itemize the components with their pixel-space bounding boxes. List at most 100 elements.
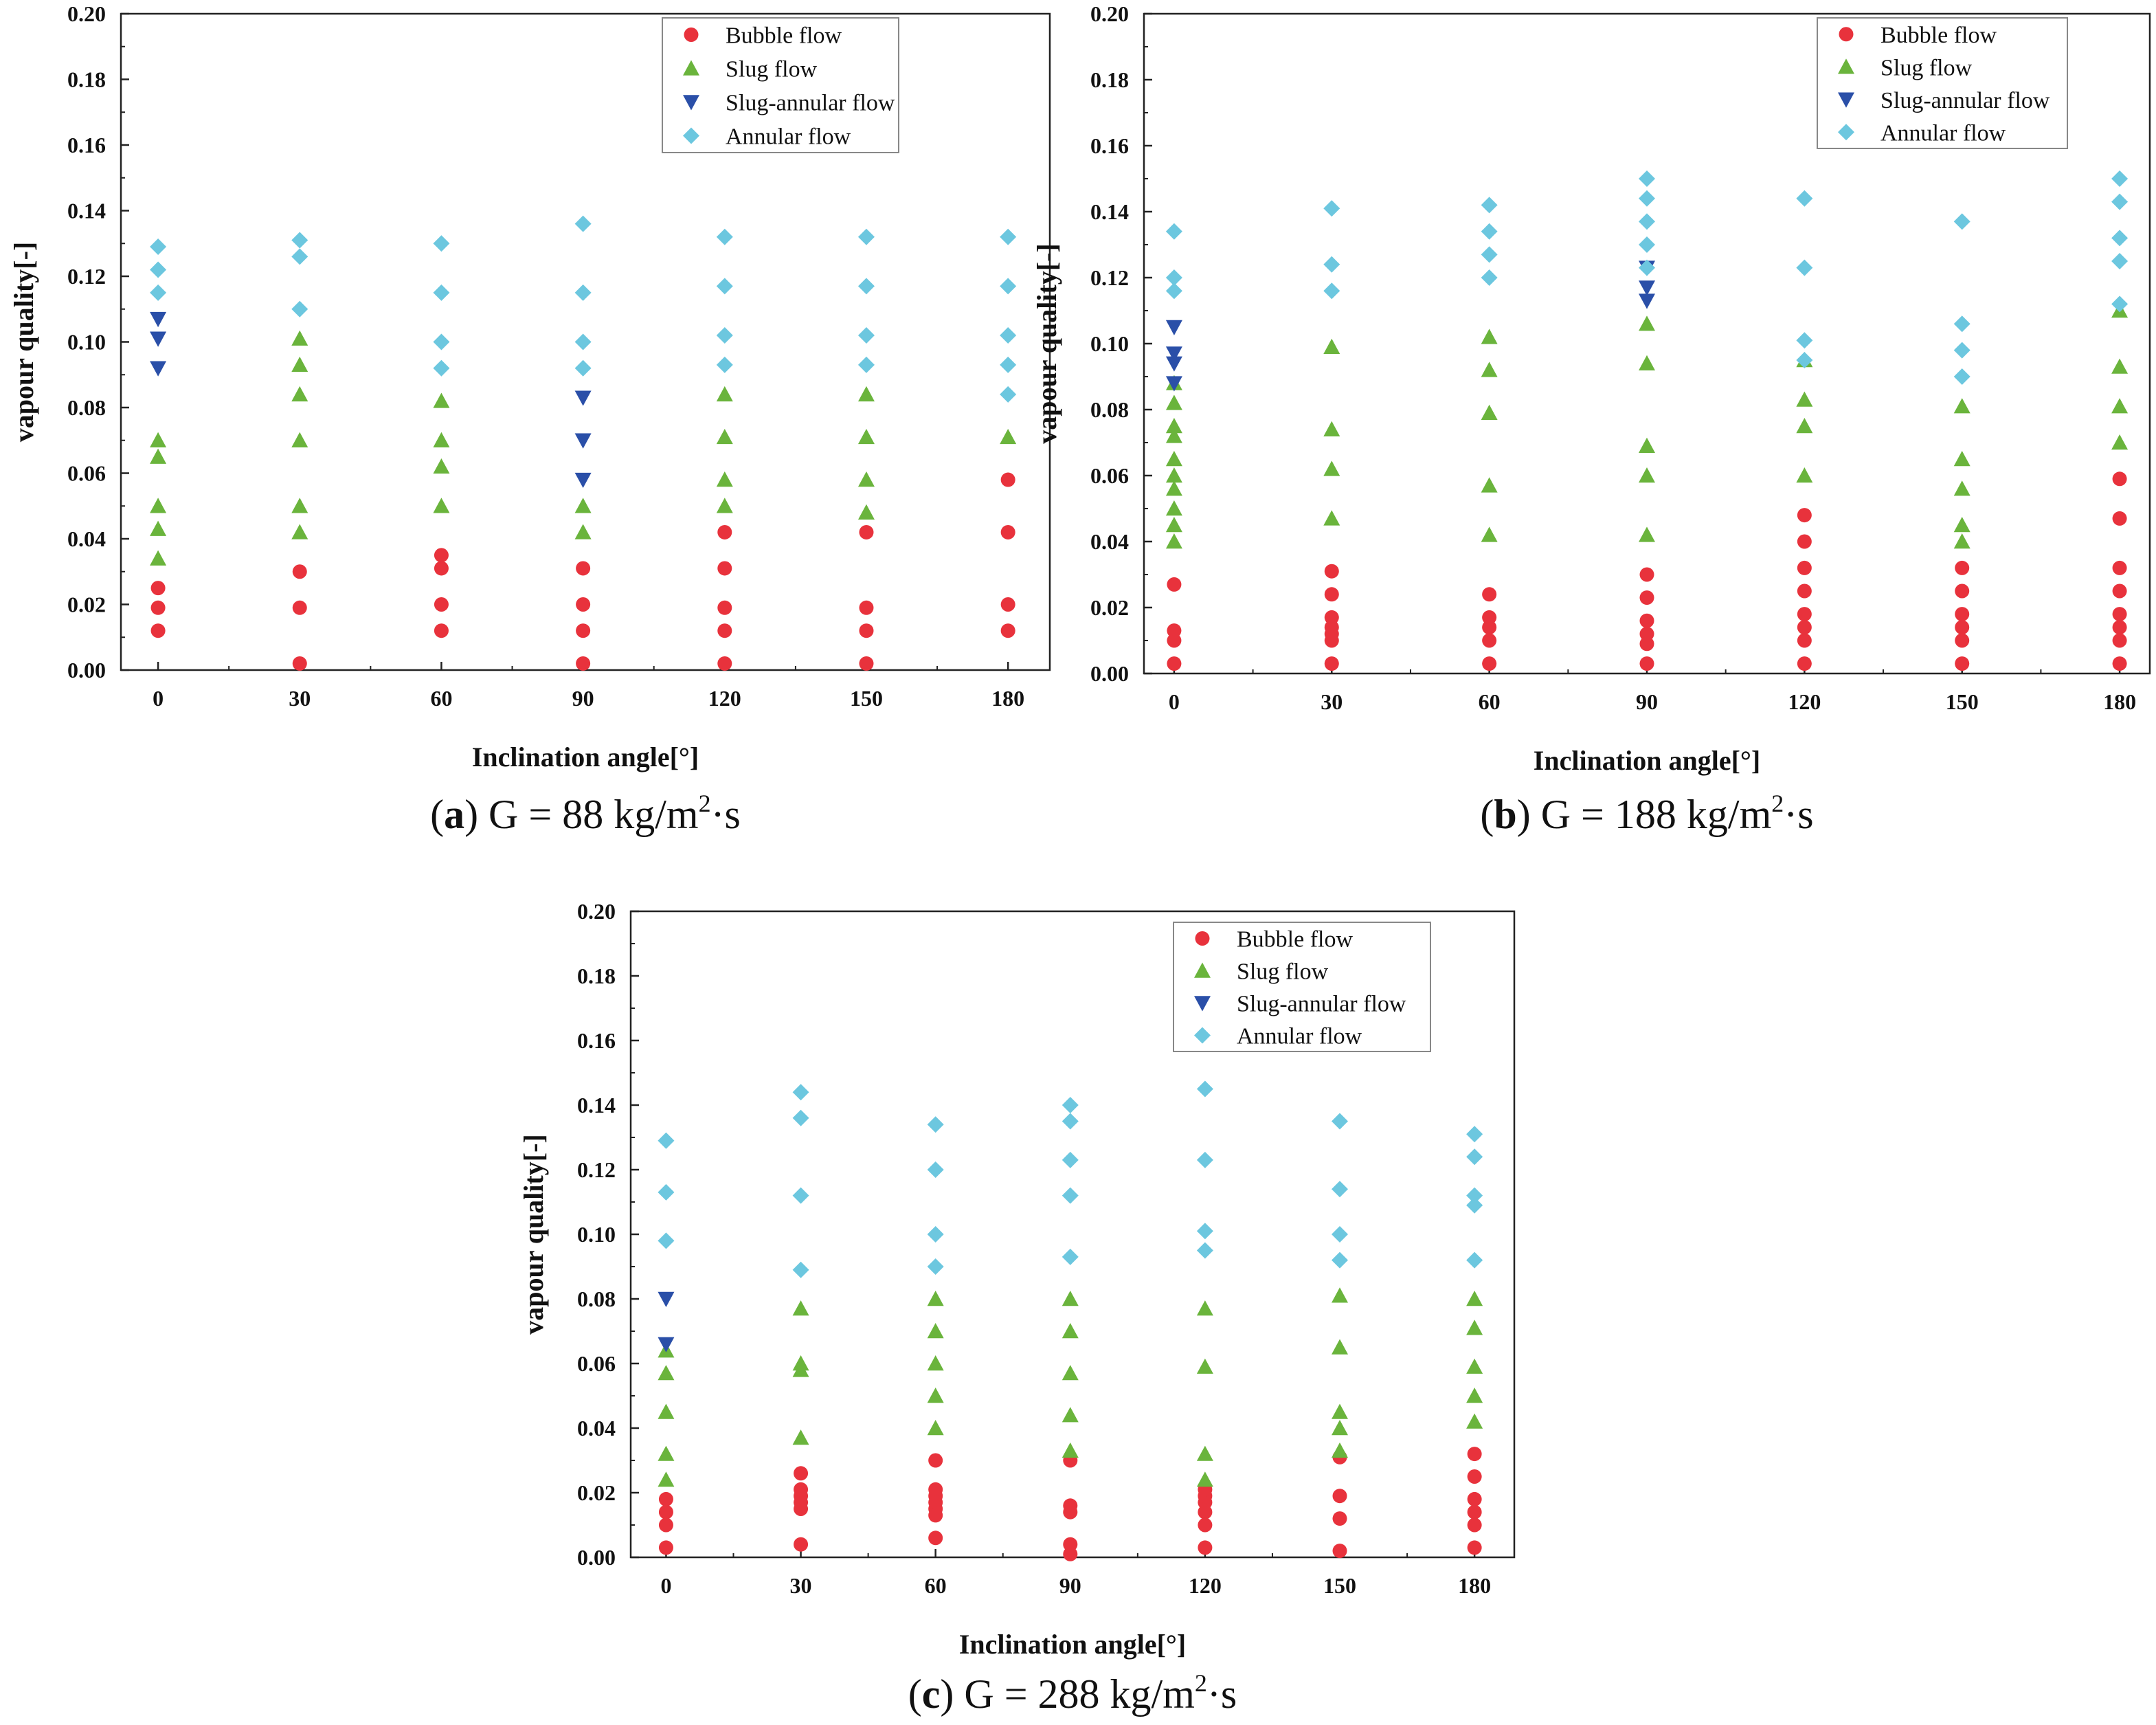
data-point-bubble-flow xyxy=(1482,620,1497,635)
caption-part: a xyxy=(444,792,464,837)
data-point-slug-flow xyxy=(1796,391,1813,407)
data-point-bubble-flow xyxy=(576,656,591,671)
data-point-annular-flow xyxy=(1481,223,1498,240)
x-tick-label: 60 xyxy=(925,1573,947,1598)
y-tick-label: 0.10 xyxy=(67,330,106,355)
data-point-slug-flow xyxy=(1466,1291,1483,1306)
data-point-slug-annular-flow xyxy=(1165,346,1182,362)
data-point-slug-flow xyxy=(291,498,308,513)
data-point-annular-flow xyxy=(1323,256,1340,273)
data-point-annular-flow xyxy=(433,235,450,252)
data-point-slug-flow xyxy=(1466,1388,1483,1403)
data-point-bubble-flow xyxy=(658,1504,673,1520)
data-point-annular-flow xyxy=(1481,197,1498,214)
data-point-bubble-flow xyxy=(717,623,732,638)
legend-marker-slug-annular-flow xyxy=(1838,92,1854,108)
data-point-slug-flow xyxy=(1639,437,1655,453)
y-tick-label: 0.12 xyxy=(67,264,106,289)
chart-caption: (c) G = 288 kg/m2·s xyxy=(908,1669,1237,1717)
data-point-slug-flow xyxy=(1323,421,1340,436)
legend-box xyxy=(1173,922,1431,1052)
x-tick-label: 180 xyxy=(991,686,1024,711)
x-tick-label: 90 xyxy=(1059,1573,1081,1598)
data-point-bubble-flow xyxy=(928,1482,943,1497)
data-point-bubble-flow xyxy=(658,1491,673,1506)
data-point-bubble-flow xyxy=(1639,613,1654,628)
data-point-bubble-flow xyxy=(1000,472,1015,487)
data-point-bubble-flow xyxy=(1063,1537,1078,1552)
data-point-slug-flow xyxy=(1165,451,1182,467)
legend-label-bubble-flow: Bubble flow xyxy=(1880,23,1997,48)
data-point-bubble-flow xyxy=(150,600,166,615)
chart-svg-a: 0.00 0.02 0.04 0.06 0.08 0.10 0.12 0.14 0.16 0.18… xyxy=(8,1,1051,837)
data-point-bubble-flow xyxy=(717,524,732,539)
data-point-bubble-flow xyxy=(928,1453,943,1468)
x-tick-label: 180 xyxy=(2103,689,2136,714)
data-point-annular-flow xyxy=(1639,236,1655,253)
data-point-slug-flow xyxy=(658,1445,675,1461)
data-point-slug-flow xyxy=(150,520,167,536)
y-tick-label: 0.12 xyxy=(1090,265,1129,290)
data-point-slug-annular-flow xyxy=(574,433,592,449)
data-point-annular-flow xyxy=(1953,368,1970,385)
data-point-bubble-flow xyxy=(1198,1540,1213,1555)
data-point-annular-flow xyxy=(574,215,592,232)
data-point-annular-flow xyxy=(927,1258,944,1275)
data-point-bubble-flow xyxy=(576,597,591,612)
legend-box xyxy=(662,17,899,153)
legend-label-annular-flow: Annular flow xyxy=(726,124,851,150)
data-point-slug-flow xyxy=(658,1403,675,1419)
x-tick-label: 150 xyxy=(850,686,883,711)
caption-part: ( xyxy=(430,792,444,837)
data-point-slug-flow xyxy=(433,432,450,447)
data-point-bubble-flow xyxy=(150,581,166,596)
data-point-annular-flow xyxy=(1481,246,1498,263)
data-point-bubble-flow xyxy=(1639,590,1654,605)
y-tick-label: 0.20 xyxy=(577,899,616,924)
x-tick-label: 60 xyxy=(1479,689,1501,714)
data-point-bubble-flow xyxy=(1639,636,1654,652)
data-point-slug-flow xyxy=(150,448,167,464)
data-point-bubble-flow xyxy=(2112,620,2127,635)
data-point-bubble-flow xyxy=(1324,656,1339,671)
data-point-annular-flow xyxy=(857,356,875,373)
data-point-slug-flow xyxy=(1639,526,1655,542)
data-point-slug-flow xyxy=(1323,338,1340,354)
data-point-slug-annular-flow xyxy=(658,1291,675,1307)
data-point-annular-flow xyxy=(857,228,875,245)
data-point-annular-flow xyxy=(291,248,308,265)
data-point-annular-flow xyxy=(1332,1181,1349,1198)
legend-marker-bubble-flow xyxy=(1839,27,1854,42)
x-tick-label: 150 xyxy=(1946,689,1979,714)
y-tick-label: 0.18 xyxy=(1090,67,1129,92)
data-point-bubble-flow xyxy=(1797,656,1812,671)
chart-panel-c: 0.00 0.02 0.04 0.06 0.08 0.10 0.12 0.14 0.16 0.18… xyxy=(518,893,1617,1725)
data-point-bubble-flow xyxy=(1467,1447,1482,1462)
legend-label-annular-flow: Annular flow xyxy=(1237,1024,1362,1049)
data-point-slug-flow xyxy=(927,1420,944,1436)
y-tick-label: 0.16 xyxy=(67,133,106,157)
data-point-slug-flow xyxy=(150,550,167,566)
legend-marker-slug-flow xyxy=(683,60,699,76)
data-point-annular-flow xyxy=(1062,1113,1079,1130)
data-point-slug-flow xyxy=(716,386,733,402)
data-point-bubble-flow xyxy=(1797,633,1812,648)
data-point-bubble-flow xyxy=(2112,583,2127,599)
data-point-bubble-flow xyxy=(576,561,591,576)
data-point-bubble-flow xyxy=(1955,607,1970,622)
data-point-bubble-flow xyxy=(292,600,307,615)
data-point-bubble-flow xyxy=(1955,620,1970,635)
x-tick-label: 120 xyxy=(708,686,741,711)
data-point-bubble-flow xyxy=(794,1466,809,1481)
y-tick-label: 0.20 xyxy=(1090,1,1129,26)
x-axis-title: Inclination angle[°] xyxy=(472,742,699,772)
data-point-bubble-flow xyxy=(2112,656,2127,671)
y-tick-label: 0.08 xyxy=(577,1287,616,1311)
data-point-annular-flow xyxy=(1000,278,1017,295)
data-point-annular-flow xyxy=(1796,259,1813,276)
y-tick-label: 0.10 xyxy=(577,1222,616,1247)
data-point-annular-flow xyxy=(1796,352,1813,368)
data-point-annular-flow xyxy=(150,261,167,278)
data-point-slug-flow xyxy=(927,1355,944,1371)
data-point-annular-flow xyxy=(1639,259,1655,276)
